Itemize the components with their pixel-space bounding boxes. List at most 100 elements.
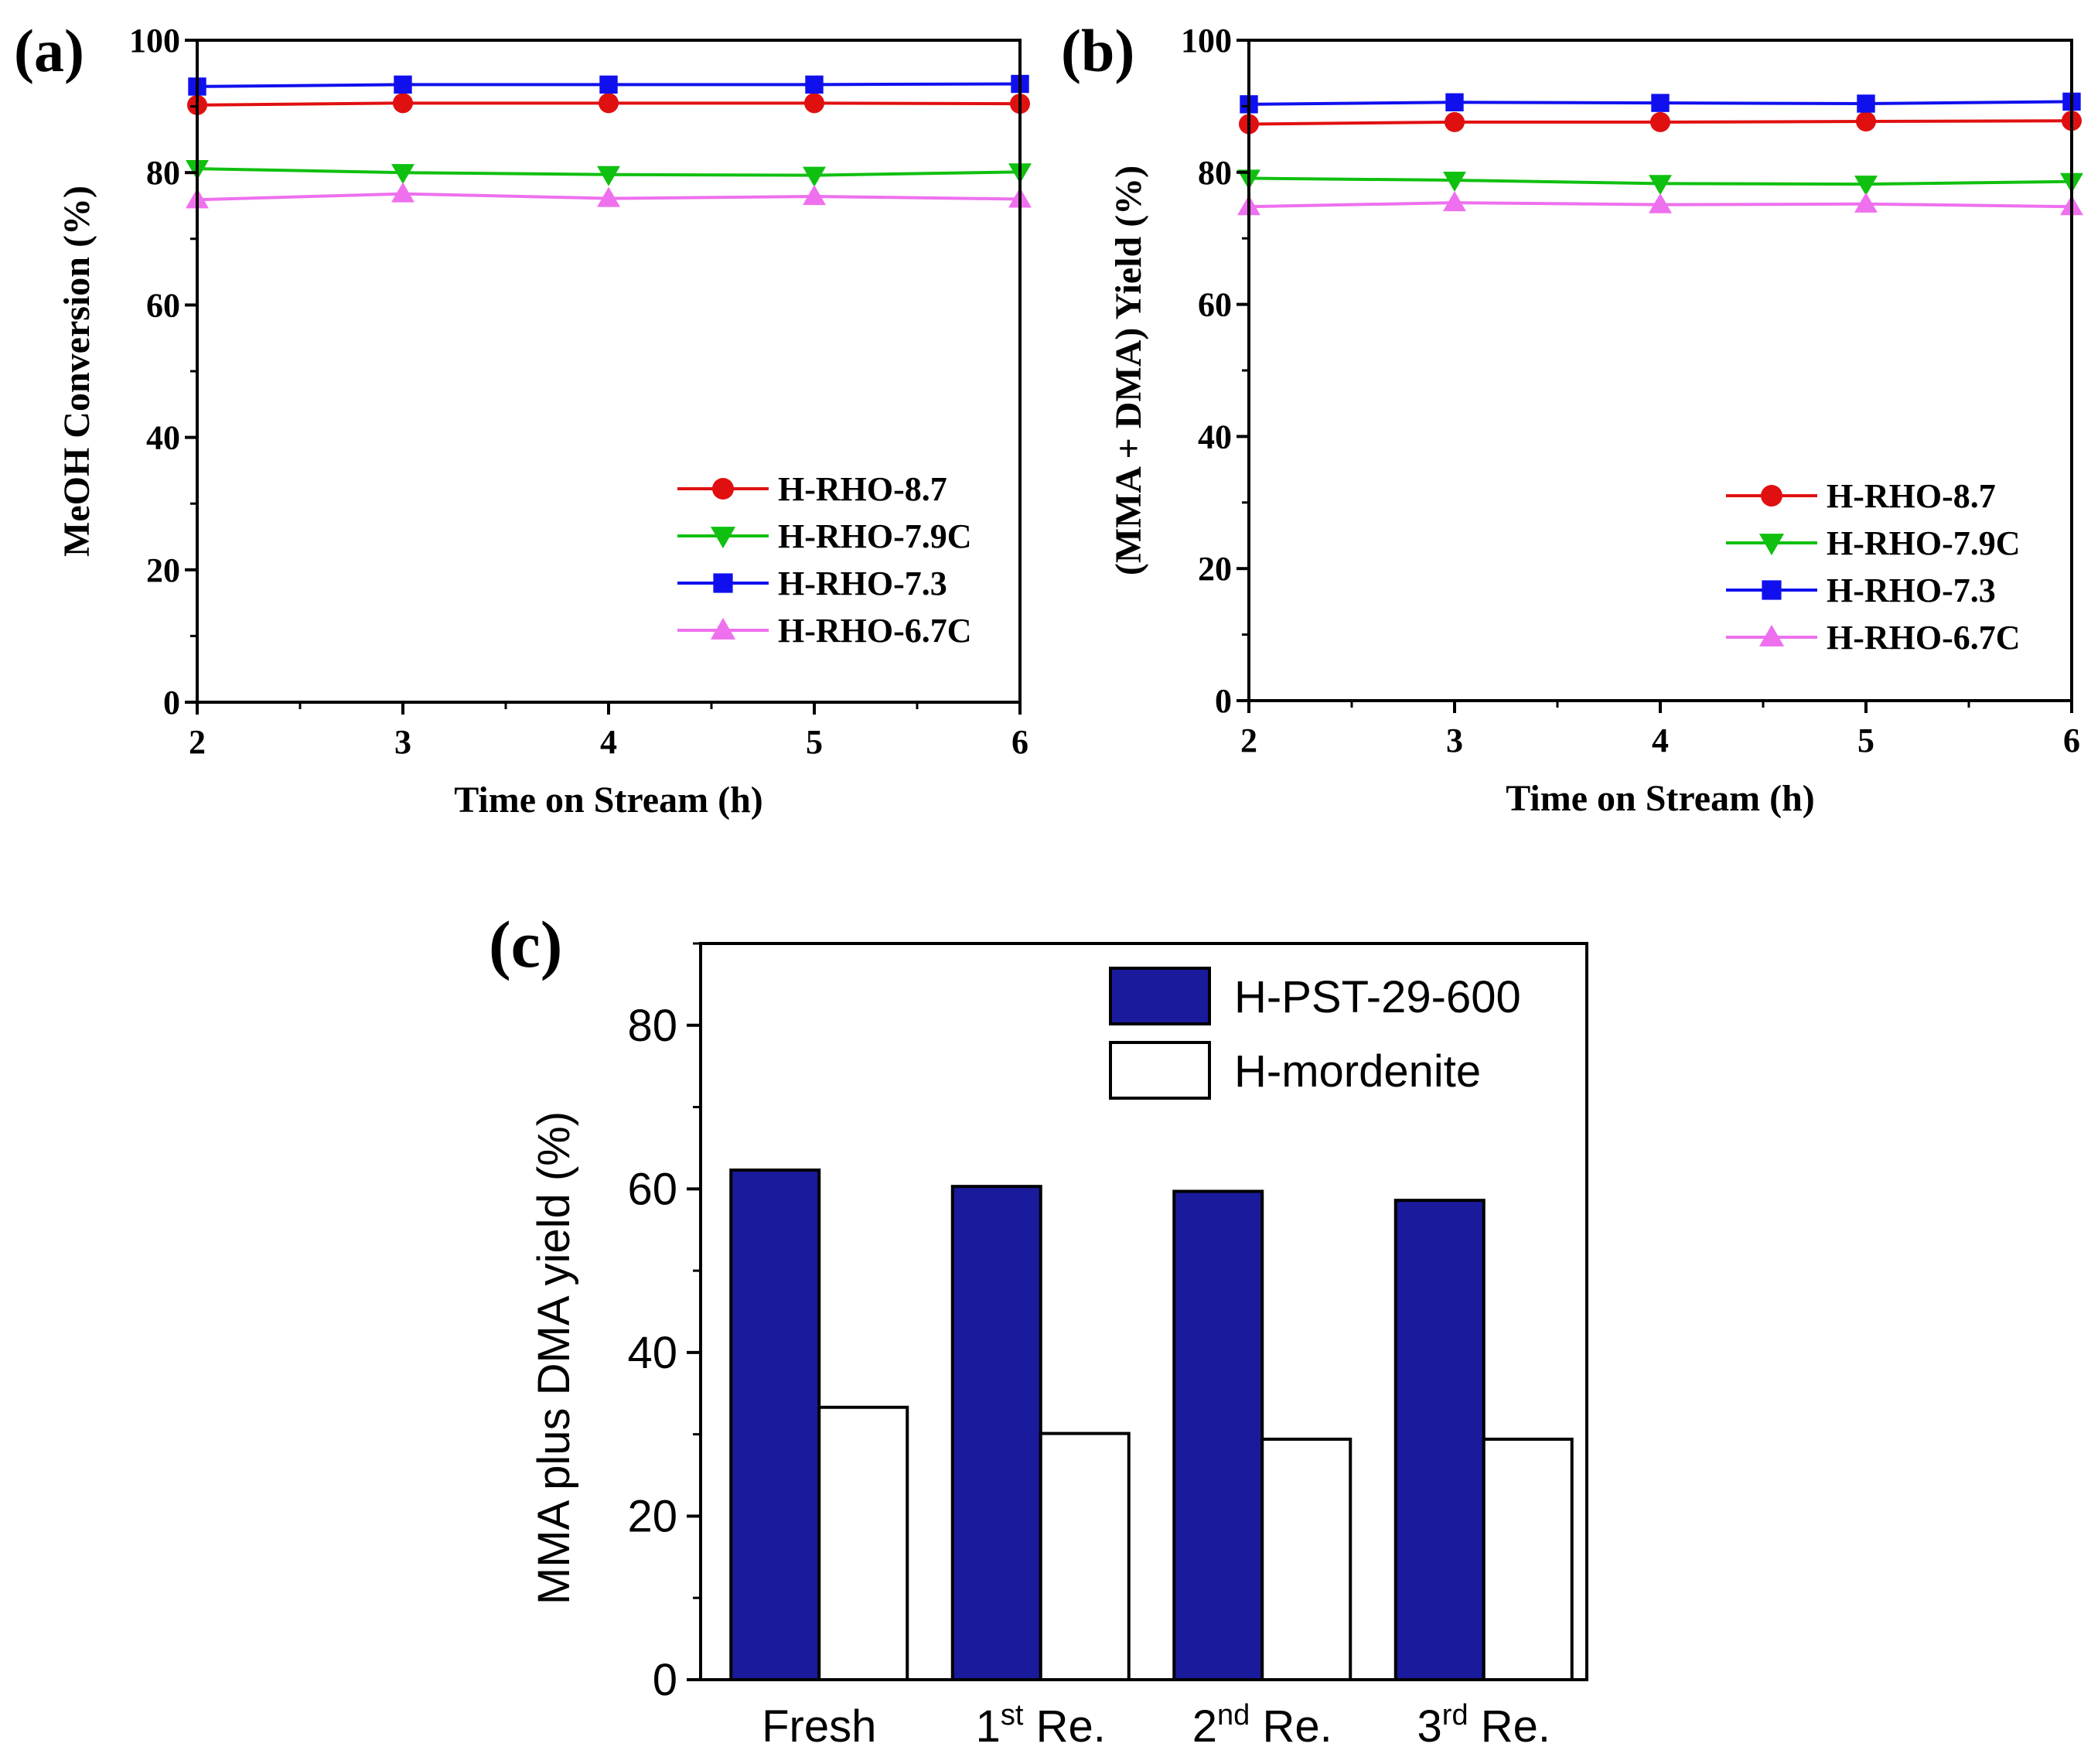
y-tick-label: 40 <box>146 419 180 457</box>
chart-panel-c: (c) Fresh 1st Re. 2nd Re. 3rd Re. 0 20 40 60 80 M… <box>0 858 2091 1764</box>
plot-frame <box>196 39 1022 704</box>
data-point <box>804 93 824 114</box>
series-b-3 <box>1237 191 2083 216</box>
panel-label-b: (b) <box>1061 17 1134 84</box>
y-tick-label: 0 <box>163 684 180 722</box>
x-tick-label: 4 <box>600 723 617 761</box>
category-superscript: nd <box>1217 1699 1250 1732</box>
panel-label-a: (a) <box>14 17 84 84</box>
legend-label: H-mordenite <box>1234 1046 1481 1097</box>
data-point <box>391 182 414 203</box>
legend-marker <box>713 573 733 593</box>
legend-label: H-RHO-7.9C <box>778 517 972 555</box>
category-base: Fresh <box>762 1701 876 1752</box>
x-tick-label: 5 <box>1857 722 1874 759</box>
legend-label: H-RHO-7.3 <box>778 565 947 602</box>
x-axis-label: Time on Stream (h) <box>1506 778 1815 819</box>
data-point <box>597 165 620 186</box>
bar-chart-c: (c) Fresh 1st Re. 2nd Re. 3rd Re.020406080M… <box>489 907 1588 1752</box>
data-point <box>1649 193 1672 213</box>
x-category-label: 2nd Re. <box>1192 1699 1332 1752</box>
series-a-0 <box>187 93 1030 115</box>
category-superscript: st <box>1001 1699 1024 1732</box>
legend-label: H-RHO-8.7 <box>1827 477 1996 515</box>
x-tick-label: 3 <box>394 723 411 761</box>
legend-marker <box>712 478 734 500</box>
data-point <box>1650 111 1670 132</box>
series-b-1 <box>1237 169 2083 196</box>
legend-swatch <box>1109 1041 1211 1100</box>
legend-label: H-PST-29-600 <box>1234 972 1521 1022</box>
data-point <box>599 93 619 114</box>
data-point <box>1856 111 1876 132</box>
series-a-1 <box>186 160 1032 187</box>
bar-h-pst-29-600 <box>950 1185 1042 1682</box>
bar-h-pst-29-600 <box>1172 1189 1264 1681</box>
panel-label-c: (c) <box>489 907 562 981</box>
legend-marker <box>1761 485 1782 507</box>
y-tick-label: 20 <box>1198 550 1232 588</box>
y-tick-label: 100 <box>1181 22 1232 60</box>
x-tick-label: 2 <box>1240 722 1257 759</box>
chart-panel-b: (b) 2 3 4 5 6 0 20 40 60 80 100 Time on Stream (h)(… <box>1046 0 2091 858</box>
y-tick-label: 80 <box>1198 154 1232 192</box>
data-point <box>1445 111 1465 132</box>
category-suffix: Re. <box>1468 1701 1550 1752</box>
data-point <box>1443 191 1466 212</box>
series-a-3 <box>186 182 1032 209</box>
data-point <box>1651 94 1670 112</box>
y-tick-label: 20 <box>627 1491 677 1541</box>
series-a-2 <box>188 74 1029 96</box>
category-base: 3 <box>1417 1701 1442 1752</box>
x-tick-label: 4 <box>1652 722 1669 759</box>
x-tick-label: 2 <box>189 723 206 761</box>
x-tick-label: 5 <box>806 723 823 761</box>
series-b-0 <box>1239 111 2082 135</box>
y-tick-label: 0 <box>1215 682 1232 720</box>
data-point <box>597 186 620 207</box>
plot-frame <box>699 942 1588 1681</box>
y-tick-label: 80 <box>146 154 180 192</box>
chart-panel-a: (a) 2 3 4 5 6 0 20 40 60 80 100 Time on Stream (h) M… <box>0 0 1046 858</box>
data-point <box>394 75 412 94</box>
y-tick-label: 0 <box>653 1655 677 1705</box>
data-point <box>1857 94 1875 113</box>
data-point <box>1854 176 1878 196</box>
legend-label: H-RHO-8.7 <box>778 470 947 508</box>
data-point <box>599 75 618 94</box>
data-point <box>1649 175 1672 196</box>
y-tick-label: 60 <box>627 1164 677 1214</box>
legend-marker <box>710 617 736 640</box>
series-b-2 <box>1240 92 2081 114</box>
category-superscript: rd <box>1442 1699 1468 1732</box>
x-tick-label: 3 <box>1446 722 1463 759</box>
x-axis-label: Time on Stream (h) <box>454 780 763 821</box>
data-point <box>803 185 826 206</box>
x-tick-label: 6 <box>1011 723 1028 761</box>
x-category-label: 1st Re. <box>976 1699 1106 1752</box>
bar-h-mordenite <box>817 1405 909 1681</box>
legend-c: H-PST-29-600 H-mordenite <box>1109 967 1521 1100</box>
legend-b: H-RHO-8.7 H-RHO-7.9C H-RHO-7.3 H-RHO-6.7C <box>1726 477 2021 657</box>
y-tick-label: 20 <box>146 551 180 589</box>
y-tick-label: 40 <box>1198 418 1232 456</box>
y-tick-label: 60 <box>1198 286 1232 324</box>
y-axis-label: (MMA + DMA) Yield (%) <box>1108 165 1149 575</box>
x-category-label: Fresh <box>762 1701 876 1752</box>
data-point <box>1443 171 1466 192</box>
y-axis-label: MeOH Conversion (%) <box>56 186 97 557</box>
bar-h-pst-29-600 <box>1393 1199 1486 1681</box>
y-axis-label: MMA plus DMA yield (%) <box>529 1111 579 1605</box>
legend-label: H-RHO-7.9C <box>1827 524 2021 562</box>
category-base: 1 <box>976 1701 1001 1752</box>
legend-marker <box>1758 534 1785 556</box>
bar-h-mordenite <box>1482 1438 1574 1681</box>
legend-marker <box>710 527 736 549</box>
data-point <box>1445 93 1464 111</box>
data-point <box>803 166 826 187</box>
x-category-label: 3rd Re. <box>1417 1699 1550 1752</box>
